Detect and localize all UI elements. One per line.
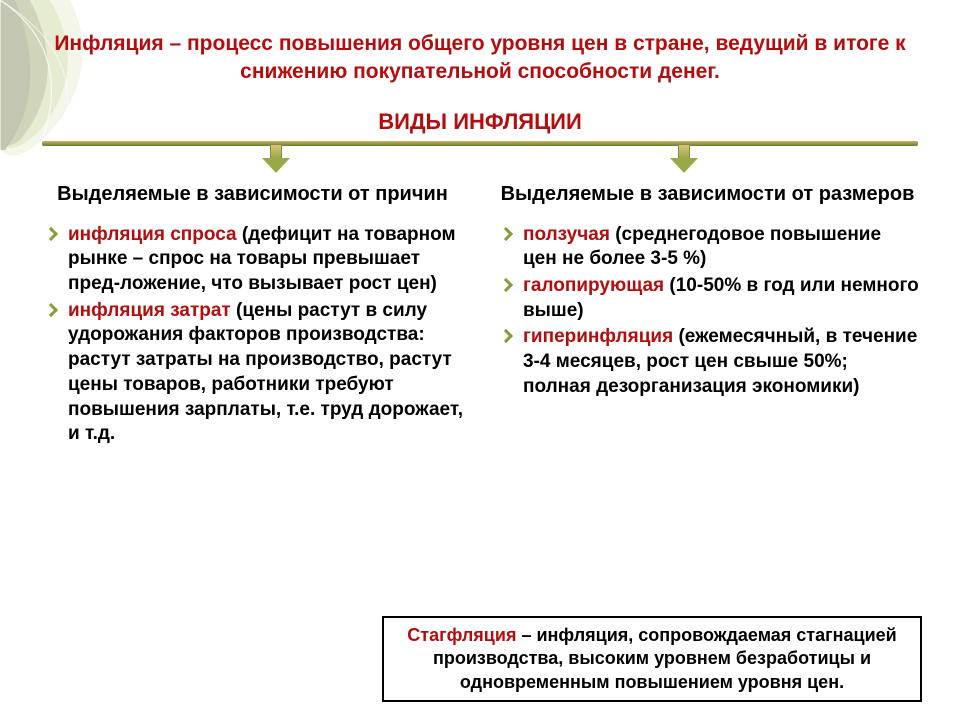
item-desc: (цены растут в силу удорожания факторов …	[68, 300, 463, 444]
item-term: инфляция затрат	[68, 300, 236, 321]
list-item: ползучая (среднегодовое повышение цен не…	[499, 223, 920, 272]
section-title: ВИДЫ ИНФЛЯЦИИ	[40, 109, 920, 135]
slide-content: Инфляция – процесс повышения общего уров…	[0, 0, 960, 449]
horizontal-divider	[42, 141, 918, 146]
chevron-right-icon	[499, 227, 513, 241]
item-term: галопирующая	[523, 275, 669, 296]
list-item: инфляция спроса (дефицит на товарном рын…	[44, 223, 465, 297]
item-term: гиперинфляция	[523, 326, 678, 347]
chevron-right-icon	[499, 278, 513, 292]
definition-text: Инфляция – процесс повышения общего уров…	[40, 30, 920, 87]
footnote-box: Стагфляция – инфляция, сопровождаемая ст…	[382, 616, 922, 702]
list-item: галопирующая (10-50% в год или немного в…	[499, 274, 920, 323]
left-bullet-list: инфляция спроса (дефицит на товарном рын…	[40, 223, 465, 447]
left-column-heading: Выделяемые в зависимости от причин	[40, 182, 465, 207]
chevron-right-icon	[44, 303, 58, 317]
list-item: инфляция затрат (цены растут в силу удор…	[44, 299, 465, 447]
definition-rest: – процесс повышения общего уровня цен в …	[164, 32, 906, 83]
item-term: инфляция спроса	[68, 224, 242, 245]
chevron-right-icon	[499, 329, 513, 343]
arrow-row	[40, 144, 920, 174]
footnote-term: Стагфляция	[407, 625, 516, 645]
left-column: Выделяемые в зависимости от причин инфля…	[40, 182, 465, 449]
arrow-down-icon	[670, 144, 698, 174]
right-column: Выделяемые в зависимости от размеров пол…	[495, 182, 920, 449]
right-column-heading: Выделяемые в зависимости от размеров	[495, 182, 920, 207]
list-item: гиперинфляция (ежемесячный, в течение 3-…	[499, 325, 920, 399]
arrow-down-icon	[262, 144, 290, 174]
item-term: ползучая	[523, 224, 615, 245]
right-bullet-list: ползучая (среднегодовое повышение цен не…	[495, 223, 920, 400]
definition-term: Инфляция	[54, 32, 163, 55]
columns-container: Выделяемые в зависимости от причин инфля…	[40, 182, 920, 449]
chevron-right-icon	[44, 227, 58, 241]
